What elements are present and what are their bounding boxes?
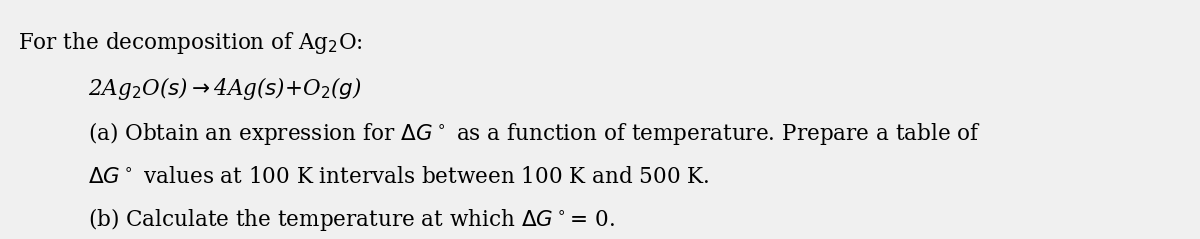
Text: 2Ag$_2$O($s$)$\rightarrow$4Ag($s$)+O$_2$($g$): 2Ag$_2$O($s$)$\rightarrow$4Ag($s$)+O$_2$… xyxy=(88,75,361,102)
Text: For the decomposition of Ag$_2$O:: For the decomposition of Ag$_2$O: xyxy=(18,30,362,56)
Text: (b) Calculate the temperature at which $\Delta G^\circ$= 0.: (b) Calculate the temperature at which $… xyxy=(88,206,614,233)
Text: (a) Obtain an expression for $\Delta G^\circ$ as a function of temperature. Prep: (a) Obtain an expression for $\Delta G^\… xyxy=(88,120,980,147)
Text: $\Delta G^\circ$ values at 100 K intervals between 100 K and 500 K.: $\Delta G^\circ$ values at 100 K interva… xyxy=(88,166,709,188)
